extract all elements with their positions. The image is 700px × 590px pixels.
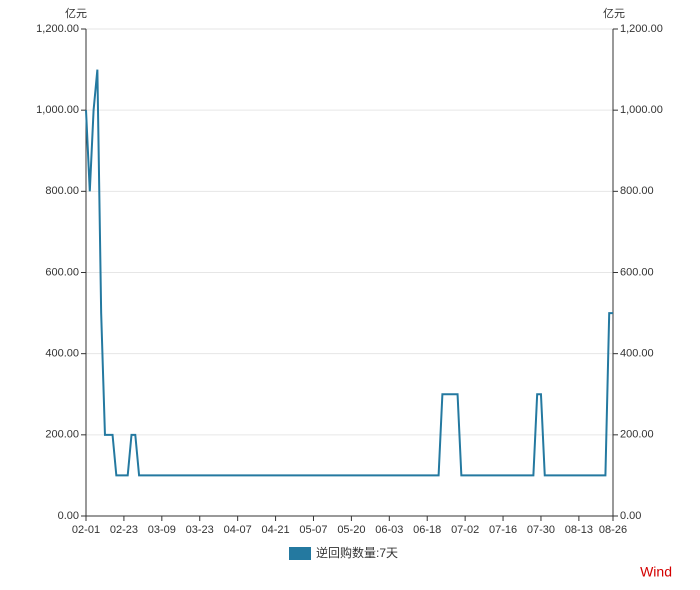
x-tick-label: 03-09 xyxy=(148,524,176,536)
legend-label: 逆回购数量:7天 xyxy=(316,545,398,560)
y2-tick-label: 400.00 xyxy=(620,348,654,360)
y-tick-label: 200.00 xyxy=(45,429,79,441)
y2-tick-label: 800.00 xyxy=(620,185,654,197)
y-tick-label: 800.00 xyxy=(45,185,79,197)
y-tick-label: 1,200.00 xyxy=(36,23,79,35)
legend-swatch xyxy=(289,547,311,560)
y2-tick-label: 600.00 xyxy=(620,266,654,278)
y-tick-label: 0.00 xyxy=(58,510,79,522)
watermark: Wind xyxy=(640,564,672,580)
y-tick-label: 600.00 xyxy=(45,266,79,278)
x-tick-label: 02-23 xyxy=(110,524,138,536)
x-tick-label: 04-07 xyxy=(224,524,252,536)
y2-tick-label: 200.00 xyxy=(620,429,654,441)
y2-tick-label: 1,200.00 xyxy=(620,23,663,35)
y-tick-label: 1,000.00 xyxy=(36,104,79,116)
x-tick-label: 07-16 xyxy=(489,524,517,536)
x-tick-label: 08-13 xyxy=(565,524,593,536)
y-tick-label: 400.00 xyxy=(45,348,79,360)
y2-tick-label: 1,000.00 xyxy=(620,104,663,116)
x-tick-label: 06-18 xyxy=(413,524,441,536)
x-tick-label: 06-03 xyxy=(375,524,403,536)
x-tick-label: 04-21 xyxy=(261,524,289,536)
x-tick-label: 03-23 xyxy=(186,524,214,536)
x-tick-label: 05-20 xyxy=(337,524,365,536)
y-unit: 亿元 xyxy=(65,7,87,20)
x-tick-label: 08-26 xyxy=(599,524,627,536)
line-series xyxy=(85,69,613,477)
x-tick-label: 07-30 xyxy=(527,524,555,536)
x-tick-label: 05-07 xyxy=(299,524,327,536)
x-tick-label: 07-02 xyxy=(451,524,479,536)
x-tick-label: 02-01 xyxy=(72,524,100,536)
y2-tick-label: 0.00 xyxy=(620,510,641,522)
y2-unit: 亿元 xyxy=(603,7,625,20)
